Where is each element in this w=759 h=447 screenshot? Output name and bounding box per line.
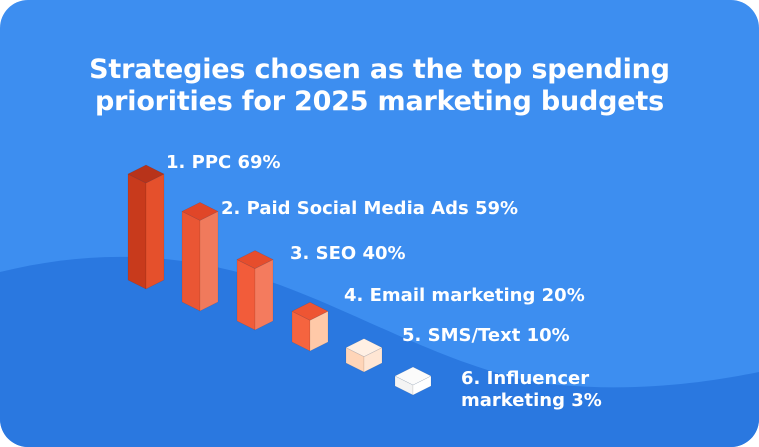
bar-influencer-marketing [394,366,432,396]
bar-label-paid-social: 2. Paid Social Media Ads 59% [221,198,518,220]
bar-seo-top [236,250,274,269]
bar-label-sms-line: 5. SMS/Text 10% [402,325,570,346]
bar-sms-text [345,338,383,373]
bar-email-marketing-top [291,301,329,321]
bar-label-influencer-line-2: marketing 3% [461,390,602,411]
bar-paid-social-media-ads [181,202,219,312]
bar-ppc-front [127,173,147,290]
chart-title-line-2: priorities for 2025 marketing budgets [95,86,664,117]
bar-ppc [127,164,165,290]
bar-label-email: 4. Email marketing 20% [344,285,585,307]
chart-title: Strategies chosen as the top spending pr… [0,54,759,118]
bar-label-seo-line: 3. SEO 40% [290,243,406,264]
bar-label-influencer: 6. Influencer marketing 3% [461,368,602,412]
bar-seo [236,250,274,331]
bar-ppc-side [145,173,165,290]
bar-paid-social-media-ads-top [181,202,219,221]
bar-label-ppc-line: 1. PPC 69% [166,152,281,173]
bar-seo-front [236,259,256,331]
chart-title-line-1: Strategies chosen as the top spending [89,54,670,85]
bar-email-marketing [291,301,329,352]
bar-paid-social-media-ads-side [199,211,219,312]
bar-label-ppc: 1. PPC 69% [166,152,281,174]
bar-label-influencer-line-1: 6. Influencer [461,368,590,389]
bar-paid-social-media-ads-front [181,211,201,312]
bar-label-email-line: 4. Email marketing 20% [344,285,585,306]
bar-ppc-top [127,164,165,184]
bar-label-sms: 5. SMS/Text 10% [402,325,570,347]
bar-seo-side [254,259,274,331]
bar-influencer-marketing-top [394,366,432,386]
bar-label-seo: 3. SEO 40% [290,243,406,265]
bar-label-paid-social-line: 2. Paid Social Media Ads 59% [221,198,519,219]
bar-sms-text-top [345,338,383,357]
